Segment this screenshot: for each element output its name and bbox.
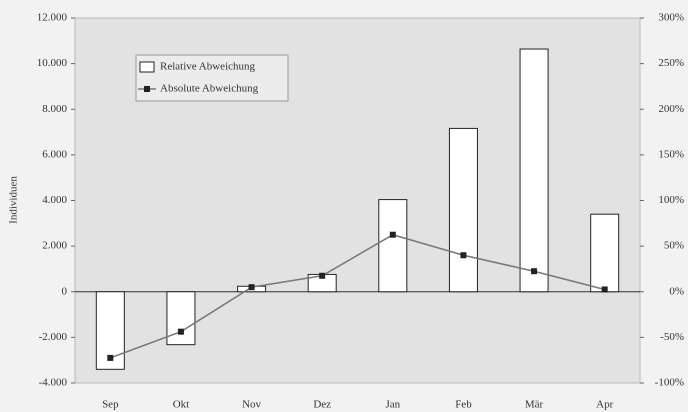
y-tick-label: 6.000 [42,148,67,160]
bar [378,199,408,293]
y-axis-label: Individuen [8,176,20,224]
x-tick-label: Okt [173,399,190,411]
y2-tick-label: 50% [664,240,684,252]
y-tick-label: 8.000 [42,103,67,115]
line [110,233,605,359]
y-tick-label: 4.000 [42,194,67,206]
legend-swatch [139,61,155,73]
y2-tick-label: -100% [655,377,684,389]
x-tick-label: Sep [102,399,119,411]
y2-tick-label: 300% [658,12,684,24]
marker [601,286,608,293]
x-tick-label: Jan [385,399,400,411]
x-tick-label: Apr [596,399,613,411]
legend-label: Absolute Abweichung [160,83,259,95]
y2-tick-label: 200% [658,103,684,115]
bar [166,291,196,346]
y-tick-label: 12.000 [37,12,68,24]
x-tick-label: Nov [242,399,261,411]
x-tick-label: Mär [525,399,544,411]
y-tick-label: -4.000 [39,377,68,389]
y2-tick-label: -50% [660,331,684,343]
bar [448,127,478,293]
marker [531,268,538,275]
y2-tick-label: 150% [658,148,684,160]
y2-tick-label: 0% [669,285,684,297]
legend-marker [144,86,150,92]
marker [107,354,114,361]
y-tick-label: 2.000 [42,240,67,252]
x-tick-label: Dez [313,399,331,411]
y2-tick-label: 100% [658,194,684,206]
y-tick-label: 10.000 [37,57,68,69]
y2-tick-label: 250% [658,57,684,69]
legend-box [135,54,289,102]
x-tick-label: Feb [455,399,472,411]
marker [319,272,326,279]
marker [460,252,467,259]
marker [177,328,184,335]
bar [519,48,549,293]
y-tick-label: 0 [62,285,68,297]
legend-label: Relative Abweichung [160,61,256,73]
y-tick-label: -2.000 [39,331,68,343]
bar [590,213,620,293]
marker [248,284,255,291]
marker [389,231,396,238]
